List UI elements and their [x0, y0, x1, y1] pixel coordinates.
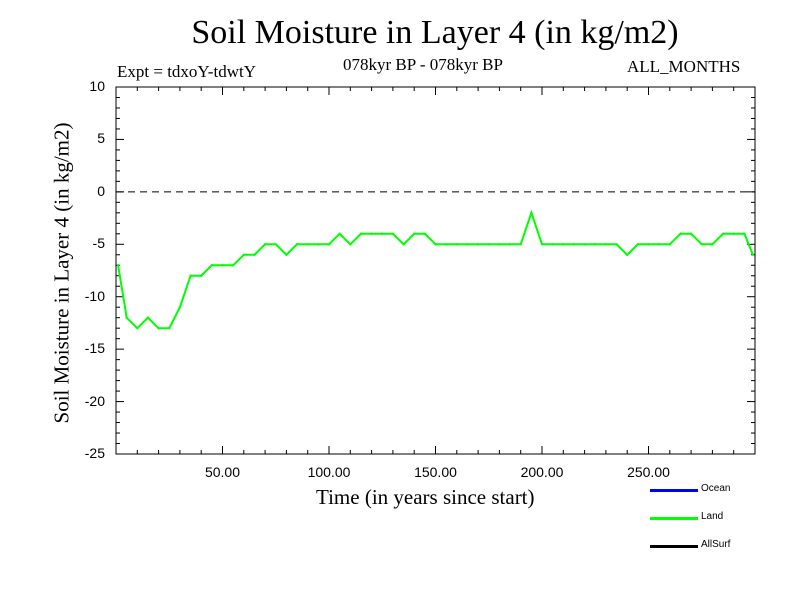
data-point-land [434, 243, 437, 246]
y-tick-label: 5 [97, 130, 105, 147]
data-point-land [700, 243, 703, 246]
axis-ticks [116, 86, 755, 455]
data-point-land [306, 243, 309, 246]
data-point-land [285, 253, 288, 256]
data-point-land [231, 264, 235, 267]
data-point-land [604, 243, 608, 246]
x-tick-label: 50.00 [204, 464, 241, 480]
data-point-land [583, 243, 586, 246]
legend-swatch-land [650, 517, 698, 520]
data-point-land [391, 232, 395, 235]
data-point-land [242, 253, 245, 256]
data-point-land [540, 243, 544, 246]
data-point-land [751, 253, 755, 256]
data-point-land [626, 253, 629, 256]
data-point-land [743, 232, 746, 235]
experiment-label: Expt = tdxoY-tdwtY [117, 62, 256, 81]
data-point-land [253, 253, 256, 256]
data-point-land [562, 243, 565, 246]
data-point-land [157, 326, 160, 330]
series-points-land [116, 211, 755, 330]
data-point-land [487, 243, 490, 246]
legend-label-ocean: Ocean [701, 483, 731, 494]
y-tick-label: -10 [84, 287, 105, 304]
data-point-land [721, 232, 725, 235]
period-label: 078kyr BP - 078kyr BP [343, 55, 503, 74]
data-point-land [136, 326, 139, 330]
data-point-land [657, 243, 661, 246]
x-axis-label: Time (in years since start) [316, 485, 535, 509]
x-tick-label: 100.00 [307, 464, 351, 480]
data-point-land [168, 326, 171, 330]
data-point-land [498, 243, 501, 246]
data-point-land [116, 264, 120, 267]
data-point-land [615, 243, 618, 246]
data-point-land [519, 243, 522, 246]
data-point-land [189, 274, 192, 277]
data-point-land [402, 243, 405, 246]
x-tick-label: 200.00 [520, 464, 564, 480]
data-point-land [423, 232, 427, 235]
legend-label-land: Land [701, 511, 724, 522]
legend-label-allsurf: AllSurf [701, 539, 731, 550]
data-point-land [636, 243, 640, 246]
data-point-land [178, 306, 182, 309]
series-line-land [117, 209, 754, 330]
data-point-land [689, 232, 693, 235]
data-point-land [530, 211, 533, 215]
data-point-land [466, 243, 469, 246]
data-point-land [732, 232, 735, 235]
y-tick-label: -5 [92, 235, 105, 252]
y-tick-label: -15 [84, 340, 105, 357]
data-point-land [413, 232, 416, 235]
data-point-land [444, 243, 448, 246]
data-point-land [508, 243, 512, 246]
data-point-land [359, 232, 363, 235]
legend-swatch-ocean [650, 489, 698, 492]
data-point-land [381, 232, 384, 235]
y-tick-label: 10 [89, 78, 105, 94]
y-tick-label: -25 [84, 445, 105, 461]
data-point-land [668, 243, 671, 246]
data-point-land [551, 243, 554, 246]
data-point-land [221, 264, 224, 267]
data-point-land [263, 243, 267, 246]
months-label: ALL_MONTHS [627, 57, 741, 76]
chart-title: Soil Moisture in Layer 4 (in kg/m2) [191, 14, 679, 51]
y-axis-label: Soil Moisture in Layer 4 (in kg/m2) [49, 122, 74, 424]
x-tick-label: 250.00 [627, 464, 670, 480]
data-point-land [125, 316, 128, 319]
data-point-land [679, 232, 682, 235]
data-point-land [594, 243, 597, 246]
data-point-land [647, 243, 650, 246]
data-point-land [338, 232, 341, 235]
y-tick-label: 0 [97, 182, 105, 199]
data-point-land [317, 243, 320, 246]
data-point-land [370, 232, 373, 235]
data-point-land [146, 316, 150, 319]
data-point-land [349, 243, 352, 246]
data-point-land [476, 243, 480, 246]
data-point-land [711, 243, 714, 246]
plot-frame [115, 86, 756, 455]
data-point-land [210, 264, 214, 267]
data-point-land [200, 274, 203, 277]
x-tick-label: 150.00 [414, 464, 457, 480]
data-point-land [274, 243, 277, 246]
data-point-land [455, 243, 458, 246]
legend-swatch-allsurf [650, 545, 698, 548]
y-tick-label: -20 [84, 392, 105, 409]
data-point-land [295, 243, 299, 246]
data-point-land [572, 243, 576, 246]
data-point-land [327, 243, 331, 246]
